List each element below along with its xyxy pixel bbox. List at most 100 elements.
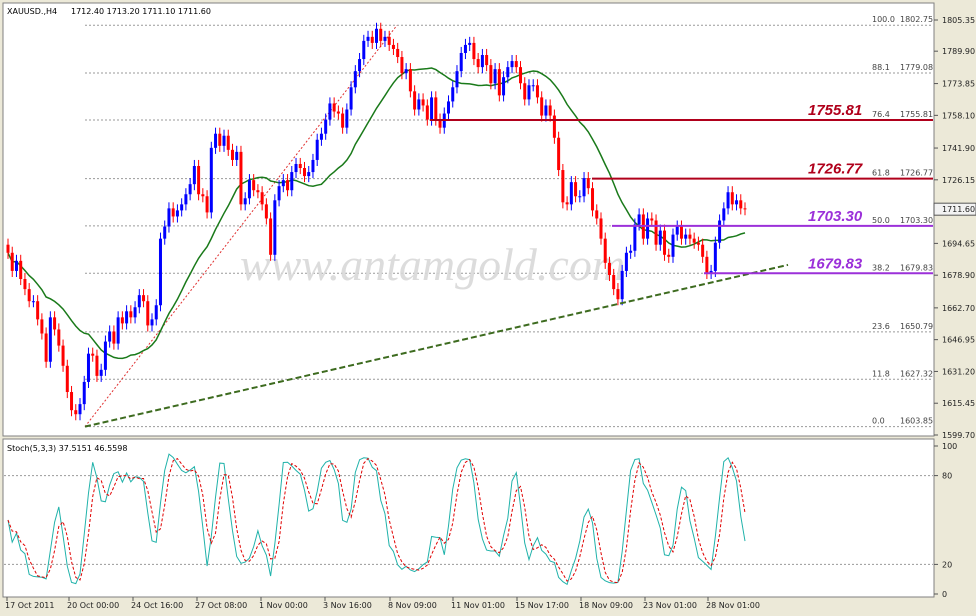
fib-ratio-label: 23.6	[872, 322, 890, 331]
candle-body	[527, 85, 531, 100]
candle-body	[302, 168, 306, 177]
candle-body	[591, 188, 595, 211]
candle-body	[646, 218, 650, 239]
fib-price-label: 1802.75	[900, 15, 933, 24]
stochastic-panel[interactable]	[2, 438, 935, 598]
candle-body	[696, 242, 700, 245]
candle-body	[82, 381, 86, 405]
candle-body	[197, 166, 201, 195]
candle-body	[205, 196, 209, 213]
fib-ratio-label: 0.0	[872, 417, 885, 426]
candle-body	[154, 305, 158, 320]
time-tick-label: 23 Nov 01:00	[643, 601, 697, 610]
candle-body	[430, 97, 434, 120]
price-tick-label: 1726.15	[942, 176, 975, 185]
ohlc-header: 1712.40 1713.20 1711.10 1711.60	[71, 7, 211, 16]
candle-body	[675, 226, 679, 235]
candle-body	[730, 192, 734, 205]
candle-body	[413, 91, 417, 110]
candle-body	[616, 289, 620, 300]
candle-body	[252, 180, 256, 191]
candle-body	[345, 109, 349, 128]
candle-body	[451, 87, 455, 102]
candle-body	[552, 115, 556, 138]
symbol-label: XAUUSD.,H4	[7, 7, 57, 16]
candle-body	[146, 301, 150, 326]
candle-body	[6, 244, 10, 253]
candle-body	[218, 133, 222, 146]
candle-body	[366, 36, 370, 41]
candle-body	[36, 301, 40, 320]
fib-ratio-label: 38.2	[872, 263, 890, 272]
candle-body	[692, 238, 696, 243]
candle-body	[650, 218, 654, 221]
price-axis: 1805.35 1789.90 1773.85 1758.10 1741.90 1726.…	[933, 16, 976, 440]
candle-body	[167, 208, 171, 227]
candle-body	[112, 331, 116, 344]
candle-body	[497, 69, 501, 96]
price-tick-label: 1805.35	[942, 16, 975, 25]
support-trendline	[84, 263, 789, 428]
candle-body	[391, 44, 395, 49]
candle-body	[40, 319, 44, 334]
candle-body	[125, 311, 129, 324]
price-panel[interactable]	[2, 2, 935, 437]
candle-body	[637, 214, 641, 225]
moving-average-line	[7, 67, 746, 360]
candle-body	[48, 317, 52, 362]
candle-body	[260, 192, 264, 205]
candle-body	[86, 353, 90, 382]
candle-body	[548, 105, 552, 116]
fib-price-label: 1650.79	[900, 322, 933, 331]
candle-body	[624, 252, 628, 271]
candle-body	[192, 166, 196, 185]
candle-body	[506, 67, 510, 78]
key-level-label: 1703.30	[808, 208, 863, 225]
candle-body	[142, 295, 146, 302]
candle-body	[269, 218, 273, 255]
price-tick-label: 1694.65	[942, 239, 975, 248]
candle-body	[70, 392, 74, 411]
candle-body	[713, 242, 717, 271]
candle-body	[184, 194, 188, 205]
candle-body	[108, 331, 112, 342]
time-tick-label: 18 Nov 09:00	[579, 601, 633, 610]
price-tick-label: 1789.90	[942, 47, 975, 56]
candle-body	[319, 133, 323, 140]
candle-body	[582, 178, 586, 197]
fib-price-label: 1627.32	[900, 369, 933, 378]
candle-body	[27, 289, 31, 302]
current-price-label: 1711.60	[942, 205, 975, 214]
moving-average-series	[7, 67, 746, 360]
candle-body	[129, 311, 133, 318]
candle-body	[214, 133, 218, 148]
candle-body	[44, 333, 48, 362]
candle-body	[290, 172, 294, 191]
candle-body	[315, 139, 319, 160]
time-tick-label: 20 Oct 00:00	[67, 601, 119, 610]
candle-body	[629, 250, 633, 253]
candle-body	[336, 111, 340, 114]
candle-body	[53, 317, 57, 330]
candle-body	[65, 365, 69, 393]
price-tick-label: 1599.70	[942, 431, 975, 440]
candle-body	[353, 71, 357, 88]
candle-body	[502, 77, 506, 96]
candle-body	[688, 234, 692, 239]
stochastic-k-line	[7, 453, 746, 586]
stochastic-label: Stoch(5,3,3) 37.5151 46.5598	[7, 444, 127, 453]
price-tick-label: 1678.90	[942, 271, 975, 280]
candle-body	[324, 119, 328, 134]
candle-body	[226, 135, 230, 150]
candle-body	[61, 345, 65, 366]
time-tick-label: 8 Nov 09:00	[388, 601, 437, 610]
candle-body	[158, 238, 162, 306]
candle-body	[671, 234, 675, 257]
candle-body	[235, 151, 239, 160]
candle-body	[116, 317, 120, 344]
stochastic-d-line	[7, 457, 746, 584]
fib-ratio-label: 76.4	[872, 110, 890, 119]
fib-price-label: 1679.83	[900, 263, 933, 272]
fib-ratio-label: 61.8	[872, 169, 890, 178]
